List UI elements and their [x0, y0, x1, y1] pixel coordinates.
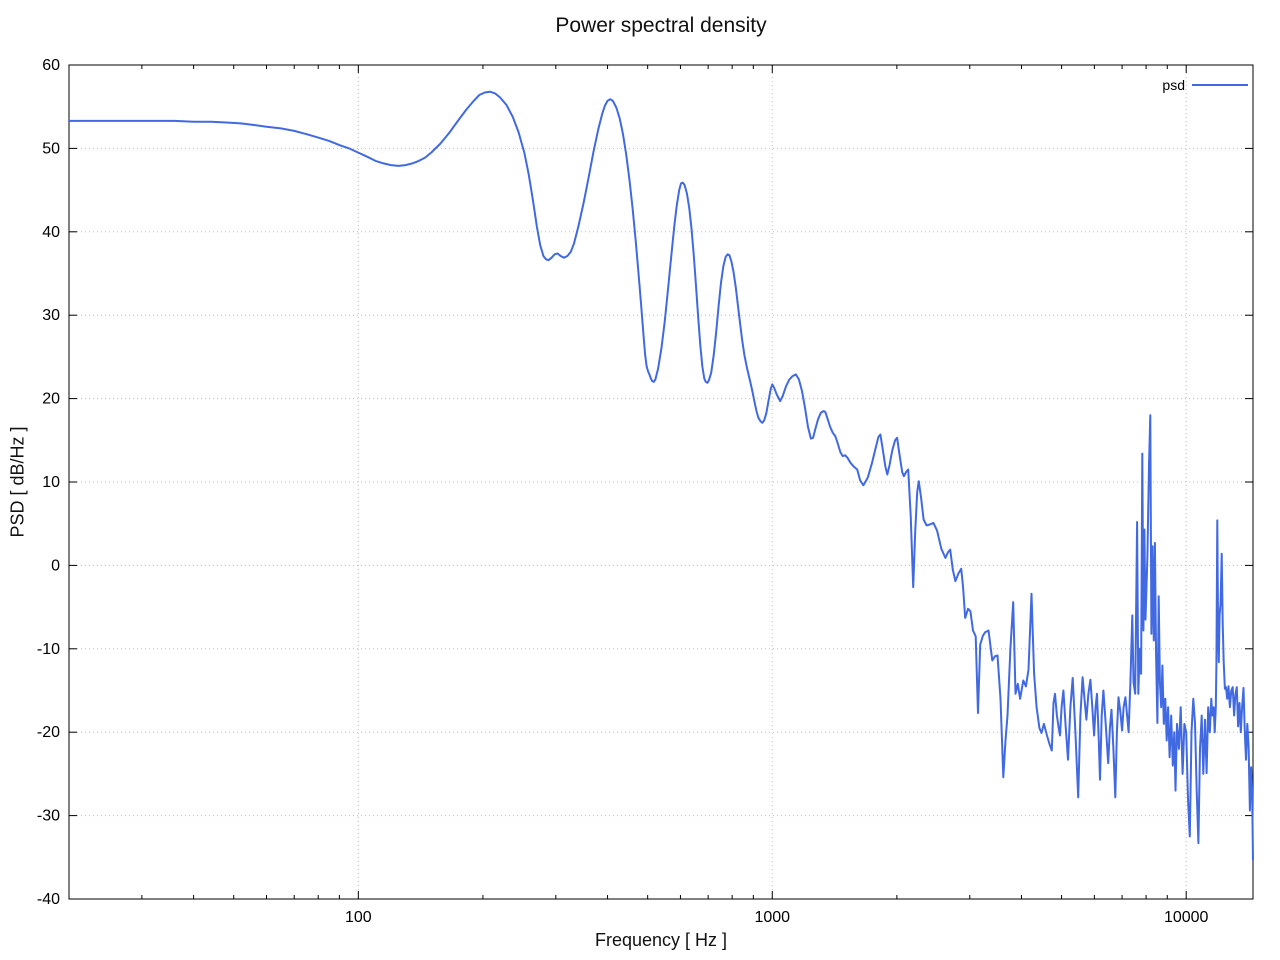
svg-text:100: 100	[345, 909, 372, 926]
svg-text:50: 50	[42, 140, 60, 157]
svg-text:-20: -20	[37, 724, 60, 741]
chart-title: Power spectral density	[555, 14, 767, 37]
svg-text:-10: -10	[37, 641, 60, 658]
psd-curve	[68, 90, 1254, 861]
svg-text:-40: -40	[37, 891, 60, 908]
svg-text:-30: -30	[37, 808, 60, 825]
legend-label-psd: psd	[1162, 77, 1185, 93]
legend: psd	[1162, 77, 1248, 93]
svg-text:40: 40	[42, 224, 60, 241]
series	[68, 90, 1254, 861]
svg-text:10000: 10000	[1164, 909, 1209, 926]
x-axis-label: Frequency [ Hz ]	[594, 930, 728, 950]
svg-text:1000: 1000	[754, 909, 790, 926]
svg-text:10: 10	[42, 474, 60, 491]
axes	[68, 64, 1254, 900]
svg-text:60: 60	[42, 57, 60, 74]
svg-text:20: 20	[42, 391, 60, 408]
gridlines	[69, 65, 1253, 899]
svg-text:30: 30	[42, 307, 60, 324]
tick-labels: -40 -30 -20 -10 0 10 20 30 40 50 60 100 1000 10000	[37, 57, 1209, 926]
svg-text:0: 0	[51, 557, 60, 574]
